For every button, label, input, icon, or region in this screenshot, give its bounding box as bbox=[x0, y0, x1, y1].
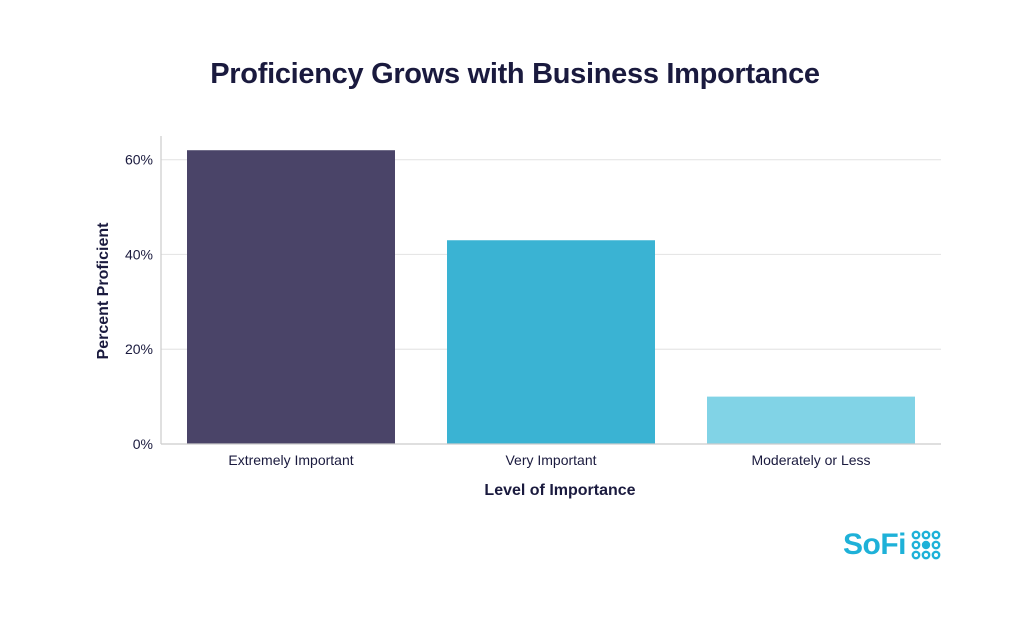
y-tick-labels: 0% 20% 40% 60% bbox=[125, 152, 153, 452]
x-tick-label: Extremely Important bbox=[228, 452, 353, 468]
y-tick-label: 20% bbox=[125, 341, 153, 357]
bars bbox=[187, 150, 915, 444]
bar-very-important bbox=[447, 240, 655, 444]
brand-name: SoFi bbox=[843, 528, 907, 561]
y-axis-title: Percent Proficient bbox=[95, 222, 112, 360]
x-tick-label: Moderately or Less bbox=[751, 452, 870, 468]
bar-extremely-important bbox=[187, 150, 395, 444]
y-tick-label: 60% bbox=[125, 152, 153, 168]
x-axis-title: Level of Importance bbox=[484, 482, 635, 499]
brand-dots-icon bbox=[911, 530, 941, 560]
bar-moderately-or-less bbox=[707, 396, 915, 444]
x-tick-label: Very Important bbox=[505, 452, 596, 468]
x-tick-labels: Extremely Important Very Important Moderat… bbox=[228, 452, 870, 468]
y-tick-label: 0% bbox=[133, 436, 153, 452]
y-tick-label: 40% bbox=[125, 246, 153, 262]
chart-title: Proficiency Grows with Business Importan… bbox=[210, 58, 820, 90]
brand-logo: SoFi bbox=[843, 530, 941, 560]
